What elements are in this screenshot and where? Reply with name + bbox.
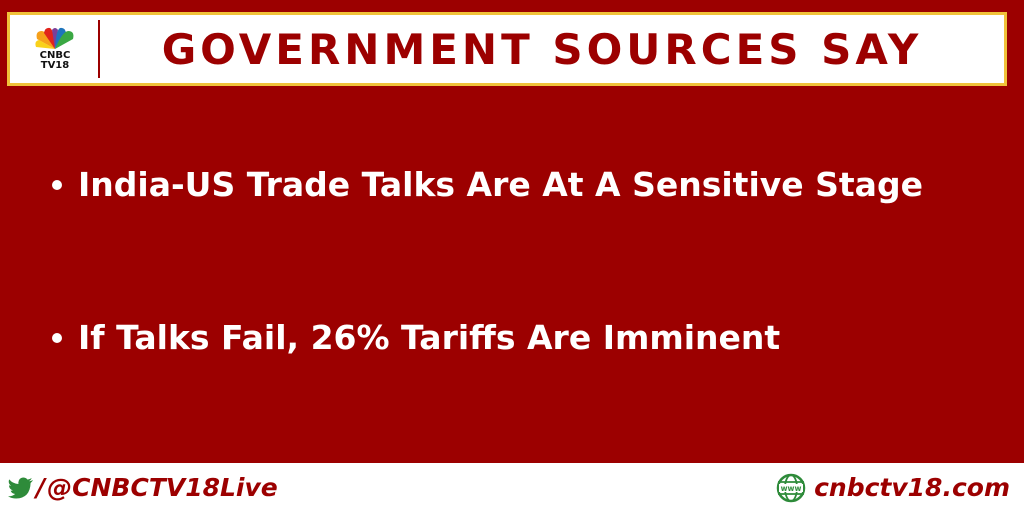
logo-text-tv18: TV18 — [41, 61, 69, 71]
footer-website[interactable]: www cnbctv18.com — [776, 473, 1010, 503]
footer-bar: / @CNBCTV18Live www cnbctv18.com — [0, 463, 1024, 512]
header-box: CNBC TV18 GOVERNMENT SOURCES SAY — [7, 12, 1007, 86]
header-title: GOVERNMENT SOURCES SAY — [100, 25, 1004, 74]
footer-slash: / — [36, 473, 45, 502]
footer-social[interactable]: / @CNBCTV18Live — [8, 473, 278, 502]
twitter-handle-link[interactable]: @CNBCTV18Live — [47, 473, 278, 502]
bullet-dot-icon — [52, 333, 62, 343]
twitter-bird-icon — [8, 477, 34, 499]
bullet-item: India-US Trade Talks Are At A Sensitive … — [52, 165, 992, 204]
www-label: www — [781, 484, 802, 493]
globe-www-icon: www — [776, 473, 806, 503]
peacock-logo-icon — [32, 27, 78, 51]
bullet-text: If Talks Fail, 26% Tariffs Are Imminent — [78, 318, 780, 357]
bullet-item: If Talks Fail, 26% Tariffs Are Imminent — [52, 318, 992, 357]
bullet-dot-icon — [52, 180, 62, 190]
website-link[interactable]: cnbctv18.com — [814, 473, 1010, 502]
cnbc-tv18-logo: CNBC TV18 — [18, 19, 92, 79]
bullet-text: India-US Trade Talks Are At A Sensitive … — [78, 165, 923, 204]
